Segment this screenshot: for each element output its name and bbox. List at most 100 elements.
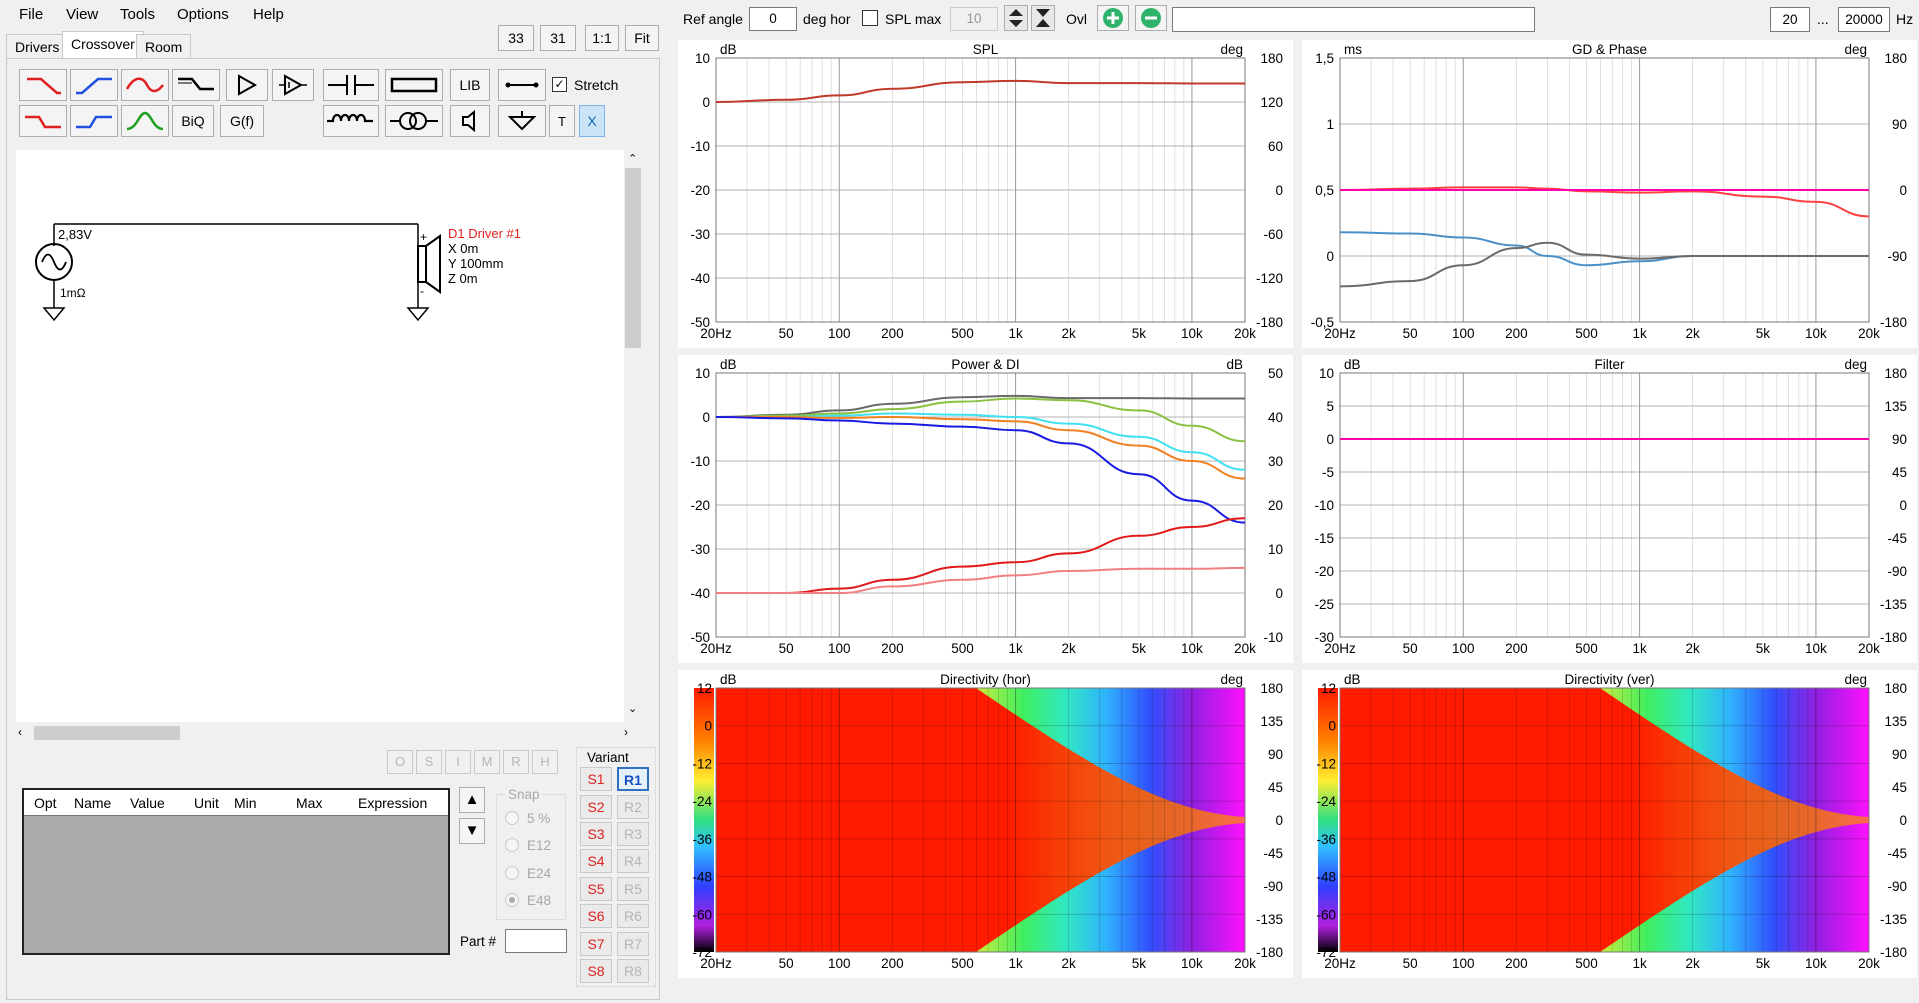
variant-r2-button[interactable]: R2 xyxy=(617,795,649,819)
wire-icon[interactable] xyxy=(498,69,546,101)
speaker-icon[interactable] xyxy=(450,105,490,137)
opt-s-button[interactable]: S xyxy=(416,750,442,774)
spin-updown-icon[interactable] xyxy=(1004,5,1028,31)
remove-overlay-icon[interactable] xyxy=(1135,5,1167,31)
ref-angle-input[interactable]: 0 xyxy=(749,7,797,31)
scroll-right-icon[interactable]: › xyxy=(624,725,628,739)
parameter-table[interactable]: Opt Name Value Unit Min Max Expression xyxy=(22,788,450,955)
part-input[interactable] xyxy=(505,929,567,953)
variant-s7-button[interactable]: S7 xyxy=(580,932,612,956)
opt-m-button[interactable]: M xyxy=(474,750,500,774)
schematic-hscroll[interactable]: ‹ › xyxy=(16,724,630,742)
gd-phase-chart-panel[interactable]: GD & Phase ms deg 1,5 1 0,5 0 -0,5 180 90 0 -90 -180… xyxy=(1302,40,1917,348)
snap-e48-radio[interactable] xyxy=(505,893,519,907)
spl-max-checkbox[interactable] xyxy=(862,10,878,26)
directivity-ver-panel[interactable]: Directivity (ver) dB deg 12 0 -12 -24 -36 -48 -60… xyxy=(1302,670,1917,978)
spl-chart-panel[interactable]: SPL dB deg 10 0 -10 -20 -30 -40 -50 180 120 60 0 -60 -1… xyxy=(678,40,1293,348)
tab-drivers[interactable]: Drivers xyxy=(6,34,69,58)
power-di-chart-panel[interactable]: Power & DI dB dB 10 0 -10 -20 -30 -40 -50 50 40 30 20… xyxy=(678,355,1293,663)
capacitor-icon[interactable] xyxy=(323,69,379,101)
col-min[interactable]: Min xyxy=(234,795,257,811)
lowpass-red-icon[interactable] xyxy=(19,69,67,101)
spl-max-input[interactable]: 10 xyxy=(950,7,998,31)
variant-r7-button[interactable]: R7 xyxy=(617,932,649,956)
tab-crossover[interactable]: Crossover xyxy=(62,31,144,59)
highpass-blue-icon[interactable] xyxy=(70,69,118,101)
variant-s5-button[interactable]: S5 xyxy=(580,877,612,901)
amplifier-icon[interactable] xyxy=(226,69,268,101)
resistor-icon[interactable] xyxy=(385,69,443,101)
vscroll-thumb[interactable] xyxy=(625,168,641,348)
transfer-function-button[interactable]: G(f) xyxy=(220,105,264,137)
scroll-left-icon[interactable]: ‹ xyxy=(18,725,22,739)
move-up-icon[interactable]: ▲ xyxy=(459,787,485,813)
menu-view[interactable]: View xyxy=(66,6,99,23)
bandpass-green-icon[interactable] xyxy=(121,105,169,137)
col-unit[interactable]: Unit xyxy=(194,795,219,811)
col-opt[interactable]: Opt xyxy=(34,795,57,811)
variant-s2-button[interactable]: S2 xyxy=(580,795,612,819)
scroll-up-icon[interactable]: ⌃ xyxy=(628,153,638,165)
menu-file[interactable]: File xyxy=(19,6,44,23)
hscroll-thumb[interactable] xyxy=(34,726,180,740)
scroll-down-icon[interactable]: ⌄ xyxy=(628,703,638,715)
ground-icon[interactable] xyxy=(498,105,546,137)
tab-room[interactable]: Room xyxy=(136,34,192,58)
snap-e24-radio[interactable] xyxy=(505,866,519,880)
filter-chart-panel[interactable]: Filter dB deg 10 5 0 -5 -10 -15 -20 -25 -30 180 135 90… xyxy=(1302,355,1917,663)
driver-name-label[interactable]: D1 Driver #1 xyxy=(448,226,521,241)
biquad-button[interactable]: BiQ xyxy=(172,105,214,137)
variant-s3-button[interactable]: S3 xyxy=(580,822,612,846)
opt-o-button[interactable]: O xyxy=(387,750,413,774)
spin-collapse-icon[interactable] xyxy=(1031,5,1055,31)
move-down-icon[interactable]: ▼ xyxy=(459,818,485,844)
shelf-icon[interactable] xyxy=(172,69,220,101)
directivity-hor-panel[interactable]: Directivity (hor) dB deg 12 0 -12 -24 -36 -48 -60… xyxy=(678,670,1293,978)
variant-s4-button[interactable]: S4 xyxy=(580,849,612,873)
menu-options[interactable]: Options xyxy=(177,6,229,23)
schematic-canvas[interactable]: 2,83V 1mΩ + - D1 Driver #1 X 0m Y 100mm … xyxy=(16,150,642,722)
power-ytick-right: 20 xyxy=(1268,498,1283,513)
opt-r-button[interactable]: R xyxy=(503,750,529,774)
zoom-fit-button[interactable]: Fit xyxy=(625,25,659,51)
opt-i-button[interactable]: I xyxy=(445,750,471,774)
variant-r8-button[interactable]: R8 xyxy=(617,959,649,983)
variant-r1-button[interactable]: R1 xyxy=(617,767,649,791)
variant-r5-button[interactable]: R5 xyxy=(617,877,649,901)
col-max[interactable]: Max xyxy=(296,795,323,811)
col-value[interactable]: Value xyxy=(130,795,165,811)
transformer-icon[interactable] xyxy=(385,105,443,137)
zoom-1-1-button[interactable]: 1:1 xyxy=(585,25,619,51)
variant-r4-button[interactable]: R4 xyxy=(617,849,649,873)
schematic-vscroll[interactable]: ⌃ ⌄ xyxy=(624,150,642,722)
zoom-33-button[interactable]: 33 xyxy=(498,25,534,51)
highpass-blue-2-icon[interactable] xyxy=(70,105,118,137)
freq-to-input[interactable]: 20000 xyxy=(1838,7,1890,32)
lib-button[interactable]: LIB xyxy=(450,69,490,101)
stretch-checkbox[interactable]: ✓ xyxy=(552,77,567,92)
add-overlay-icon[interactable] xyxy=(1097,5,1129,31)
variant-r6-button[interactable]: R6 xyxy=(617,904,649,928)
opt-h-button[interactable]: H xyxy=(532,750,558,774)
menu-tools[interactable]: Tools xyxy=(120,6,156,23)
text-tool-button[interactable]: T xyxy=(549,105,575,137)
power-xtick: 100 xyxy=(828,641,851,656)
snap-5-radio[interactable] xyxy=(505,811,519,825)
overlay-comment-input[interactable] xyxy=(1172,7,1535,32)
freq-from-input[interactable]: 20 xyxy=(1770,7,1810,32)
cross-tool-button[interactable]: X xyxy=(579,105,605,137)
variant-s6-button[interactable]: S6 xyxy=(580,904,612,928)
variant-r3-button[interactable]: R3 xyxy=(617,822,649,846)
menu-help[interactable]: Help xyxy=(253,6,284,23)
variant-s1-button[interactable]: S1 xyxy=(580,767,612,791)
allpass-red-icon[interactable] xyxy=(121,69,169,101)
snap-e12-radio[interactable] xyxy=(505,838,519,852)
buffer-icon[interactable] xyxy=(272,69,314,101)
col-name[interactable]: Name xyxy=(74,795,112,811)
lowpass-red-2-icon[interactable] xyxy=(19,105,67,137)
zoom-31-button[interactable]: 31 xyxy=(540,25,576,51)
col-expression[interactable]: Expression xyxy=(358,795,428,811)
inductor-icon[interactable] xyxy=(323,105,379,137)
gd-ytick-left: 1 xyxy=(1326,117,1334,132)
variant-s8-button[interactable]: S8 xyxy=(580,959,612,983)
